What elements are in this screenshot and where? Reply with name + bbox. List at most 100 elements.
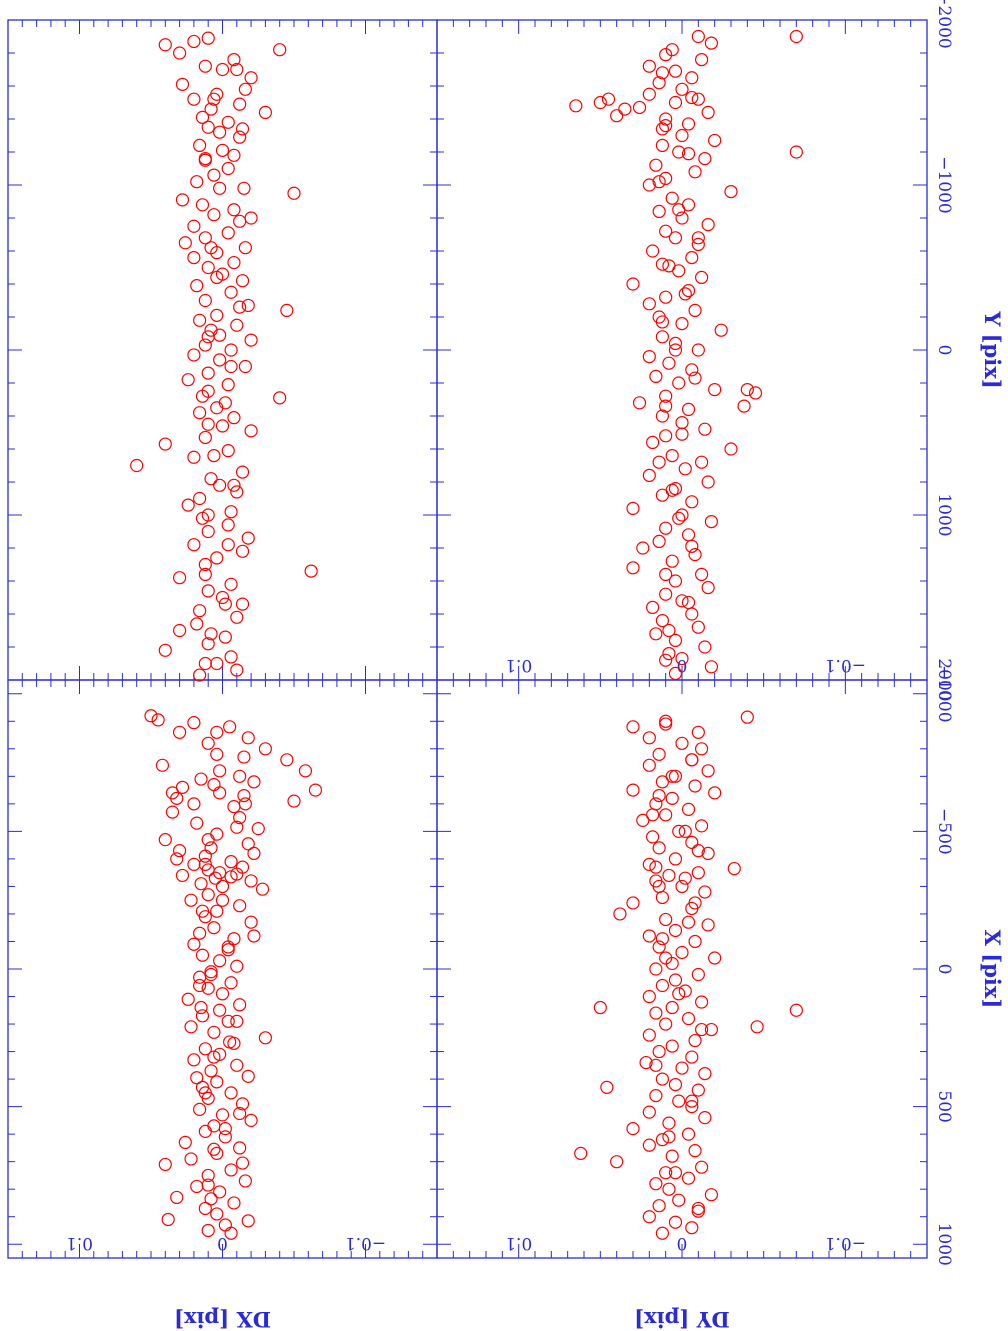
data-point [218, 1218, 232, 1232]
data-point [204, 1064, 218, 1078]
data-point [748, 386, 763, 400]
data-point [193, 604, 207, 618]
data-point [704, 1022, 719, 1037]
data-point [227, 52, 241, 67]
data-point [655, 122, 670, 136]
data-point [652, 1044, 666, 1059]
data-point [659, 389, 673, 403]
data-point [704, 36, 719, 50]
data-point [165, 786, 180, 800]
data-point [244, 1113, 258, 1127]
data-point [221, 1014, 235, 1028]
data-point [213, 1185, 227, 1199]
data-point [193, 491, 207, 506]
data-point [175, 77, 190, 91]
data-point [207, 1025, 221, 1039]
data-point [642, 758, 656, 772]
data-point [237, 788, 251, 803]
data-point [230, 1014, 244, 1028]
x-tick-label: 1000 [934, 493, 954, 536]
data-point [610, 109, 624, 123]
data-point [694, 270, 709, 284]
data-point [652, 455, 666, 469]
data-point [662, 1130, 676, 1144]
data-point [740, 383, 754, 397]
data-point [201, 1223, 215, 1238]
data-point [233, 130, 247, 144]
data-point [190, 816, 204, 830]
data-point [244, 915, 258, 929]
data-point [708, 786, 722, 800]
data-point [187, 92, 201, 106]
data-point [626, 277, 640, 291]
data-point [701, 764, 715, 778]
data-point [258, 742, 272, 756]
data-point [632, 396, 647, 410]
data-point [662, 1182, 676, 1196]
data-point [659, 717, 673, 731]
data-point [230, 959, 244, 973]
data-point [708, 383, 722, 397]
data-point [210, 1146, 224, 1161]
data-point [691, 1083, 705, 1097]
data-point [655, 315, 670, 329]
data-point [187, 857, 201, 872]
data-point [241, 298, 255, 313]
data-point [158, 833, 172, 847]
data-point [215, 590, 230, 605]
data-point [218, 597, 232, 611]
data-point [195, 948, 210, 962]
data-point [681, 595, 696, 610]
data-point [223, 1035, 237, 1049]
data-point [227, 148, 241, 162]
data-point [173, 623, 187, 638]
data-point [665, 1149, 679, 1163]
data-point [215, 1108, 230, 1122]
data-point [190, 1179, 204, 1194]
data-point [213, 478, 227, 492]
data-point [659, 808, 673, 822]
data-point [230, 1058, 244, 1072]
data-point [681, 284, 696, 298]
data-point [668, 336, 683, 350]
data-point [201, 584, 215, 598]
data-point [672, 145, 686, 159]
data-point [204, 241, 218, 255]
data-point [668, 1077, 683, 1092]
data-point [247, 775, 261, 789]
data-point [201, 260, 215, 275]
data-point [173, 844, 187, 858]
data-point [681, 402, 696, 416]
data-point [198, 430, 212, 445]
data-point [678, 462, 692, 476]
data-point [642, 297, 656, 311]
data-point [675, 651, 689, 666]
data-point [655, 257, 670, 271]
data-point [685, 1050, 699, 1064]
data-point [213, 764, 227, 778]
x-tick-label: −1000 [934, 665, 954, 723]
data-point [215, 879, 230, 894]
data-point [210, 827, 224, 841]
data-point [694, 1160, 709, 1174]
data-point [227, 203, 241, 217]
data-point [668, 574, 683, 588]
data-point [698, 885, 712, 899]
data-point [691, 967, 705, 982]
data-point [241, 837, 255, 851]
data-point [207, 449, 221, 463]
data-point [224, 577, 238, 591]
data-point [221, 943, 235, 957]
data-point [187, 34, 201, 49]
data-point [244, 71, 258, 85]
data-point [659, 48, 673, 62]
data-point [655, 409, 670, 423]
data-point [227, 800, 241, 814]
data-point [675, 427, 689, 441]
data-point [298, 764, 313, 778]
x-tick-label: 1000 [934, 1223, 954, 1266]
data-point [193, 406, 207, 420]
data-point [649, 860, 663, 874]
data-point [233, 97, 247, 111]
